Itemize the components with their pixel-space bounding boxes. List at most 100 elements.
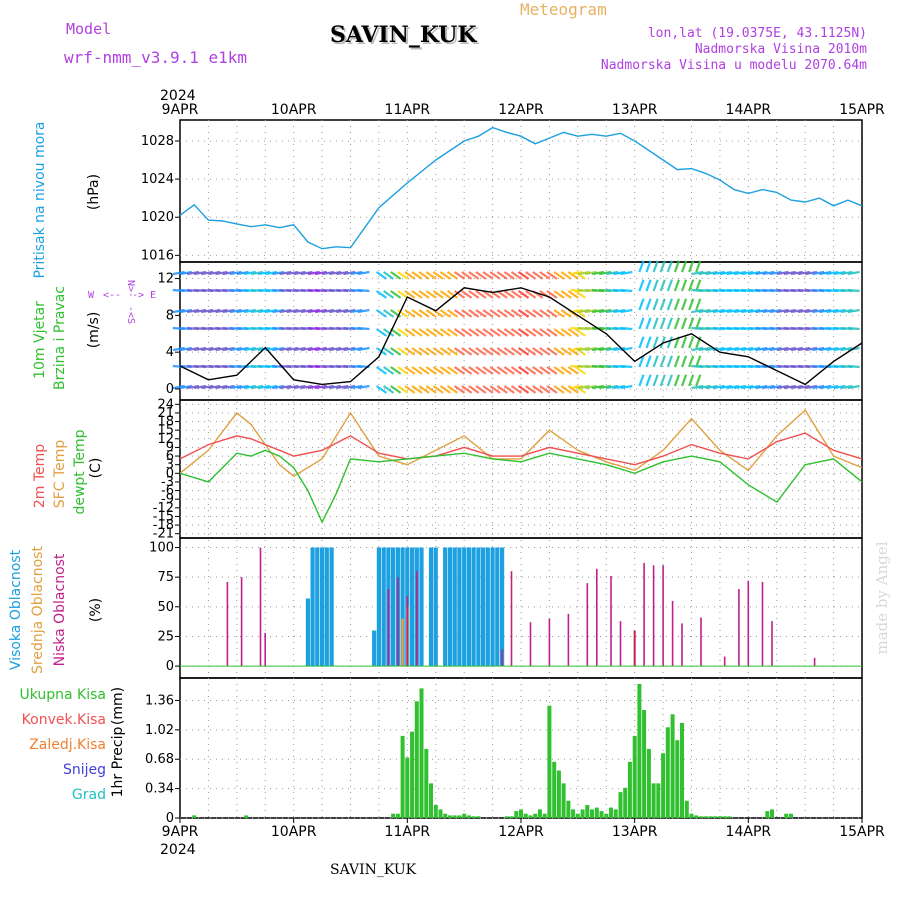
wind-arrow: [546, 271, 558, 280]
wind-arrow: [673, 279, 681, 292]
wind-arrow: [194, 308, 207, 314]
cloud-bar: [476, 547, 481, 667]
precip-bar: [433, 805, 438, 818]
wind-direction-arrows: [172, 260, 860, 394]
wind-arrow: [425, 271, 437, 280]
wind-arrow: [321, 308, 335, 314]
wind-arrow: [688, 298, 695, 311]
wind-arrow: [570, 384, 583, 390]
wind-arrow: [411, 347, 423, 356]
y-tick-label: 3: [166, 458, 174, 473]
wind-arrow: [776, 308, 789, 314]
wind-arrow: [659, 279, 666, 292]
wind-arrow: [418, 309, 430, 318]
cloud-bar: [400, 547, 405, 667]
wind-arrow: [236, 346, 249, 352]
bottom-x-tick-label: 10APR: [271, 824, 317, 840]
precip-bar: [665, 727, 670, 818]
wind-arrow: [553, 290, 565, 299]
wind-arrow: [461, 347, 473, 356]
wind-arrow: [446, 328, 459, 337]
wind-arrow: [546, 328, 558, 337]
wind-arrow: [567, 290, 579, 299]
wind-arrow: [762, 346, 775, 352]
wind-arrow: [243, 346, 256, 352]
wind-arrow: [446, 366, 459, 375]
wind-arrow: [375, 385, 388, 394]
wind-arrow: [539, 328, 551, 337]
wind-arrow: [482, 347, 494, 356]
wind-arrow: [454, 271, 466, 280]
wind-arrow: [812, 346, 825, 352]
wind-arrow: [652, 336, 659, 349]
wind-arrow: [680, 336, 688, 349]
y-tick-label: 50: [157, 600, 174, 615]
precip-bar: [590, 809, 594, 818]
precip-bar: [400, 735, 405, 818]
wind-arrow: [518, 366, 530, 375]
precip-bar: [438, 809, 443, 818]
wind-arrow: [496, 309, 508, 318]
wind-arrow: [383, 366, 395, 375]
precip-bar: [405, 757, 410, 818]
y-tick-label: 12: [157, 432, 174, 447]
altitude-model: Nadmorska Visina u modelu 2070.64m: [600, 58, 867, 73]
y-tick-label: 24: [157, 397, 174, 412]
wind-arrow: [397, 290, 409, 299]
wind-arrow: [776, 346, 789, 352]
wind-arrow: [336, 384, 349, 390]
product-title: Meteogram: [520, 0, 607, 19]
wind-arrow: [691, 346, 704, 352]
y-tick-label: 0.34: [145, 782, 174, 797]
bottom-year-label: 2024: [160, 842, 196, 858]
wind-arrow: [712, 384, 725, 390]
y-tick-label: -6: [161, 484, 174, 499]
precip-bar: [528, 815, 533, 818]
wind-arrow: [383, 271, 395, 280]
svg-text:E: E: [150, 290, 156, 301]
wind-arrow: [390, 328, 402, 337]
wind-arrow: [695, 298, 702, 311]
cloud-bar: [462, 547, 467, 667]
precip-bar: [632, 735, 637, 818]
wind-arrow: [286, 346, 299, 352]
lonlat: lon,lat (19.0375E, 43.1125N): [647, 26, 867, 41]
wind-arrow: [525, 271, 537, 280]
y-tick-label: 1020: [141, 210, 174, 225]
wind-arrow: [468, 385, 480, 394]
wind-arrow: [329, 346, 342, 352]
wind-arrow: [343, 384, 356, 390]
wind-arrow: [475, 328, 487, 337]
cloud-bar: [761, 581, 764, 667]
wind-arrow: [790, 384, 803, 390]
wind-arrow: [606, 384, 619, 390]
wind-arrow: [560, 347, 572, 356]
precip-bar: [547, 705, 552, 818]
wind-arrow: [826, 308, 839, 314]
precip-bar: [466, 815, 471, 818]
wind-arrow: [439, 347, 451, 356]
precip-bar: [770, 809, 774, 818]
wind-arrow: [383, 347, 395, 356]
precip-bar: [627, 761, 632, 818]
wind-arrow: [783, 270, 796, 276]
wind-arrow: [790, 308, 803, 314]
cloud-ylabel-high: Visoka Oblacnost: [8, 549, 24, 670]
wind-arrow: [680, 260, 688, 273]
wind-arrow: [776, 270, 789, 276]
y-tick-label: 1016: [141, 248, 174, 263]
wind-arrow: [503, 309, 515, 318]
precip-bar: [414, 701, 419, 818]
wind-arrow: [645, 298, 652, 311]
wind-arrow: [293, 270, 306, 276]
cloud-bar: [681, 623, 683, 667]
wind-arrow: [208, 384, 221, 390]
wind-arrow: [375, 366, 388, 375]
precip-bar: [599, 811, 604, 818]
wind-arrow: [357, 384, 370, 390]
precip-bar: [542, 813, 547, 818]
wind-arrow: [599, 346, 612, 352]
precip-bar: [646, 748, 651, 818]
wind-arrow: [350, 346, 363, 352]
wind-arrow: [201, 346, 214, 352]
